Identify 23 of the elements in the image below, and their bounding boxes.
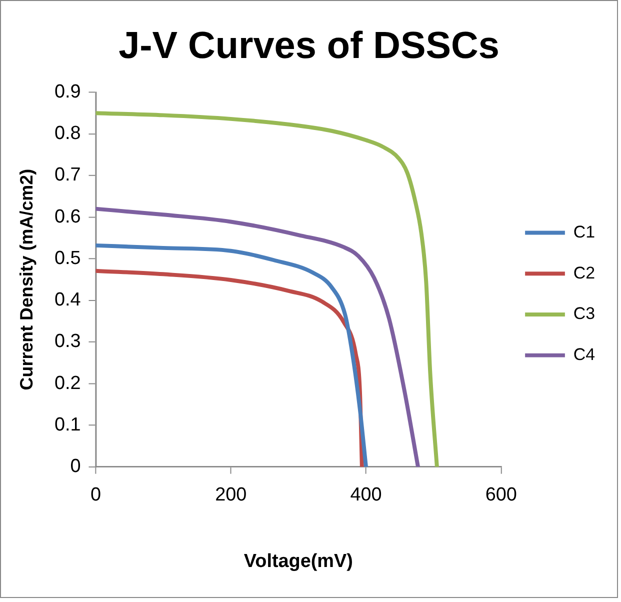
y-tick-label: 0.4 <box>54 290 81 311</box>
y-tick-label: 0 <box>70 456 81 478</box>
legend-label: C1 <box>573 222 596 242</box>
y-tick-label: 0.2 <box>54 372 81 394</box>
legend-label: C3 <box>573 304 596 324</box>
line-series <box>96 111 439 467</box>
line-series <box>96 206 420 467</box>
y-tick-label: 0.5 <box>54 248 81 269</box>
x-tick-label: 200 <box>215 484 247 506</box>
y-tick-label: 0.1 <box>54 414 81 436</box>
y-tick-label: 0.6 <box>54 206 81 228</box>
x-tick-label: 600 <box>485 484 517 506</box>
y-axis-title: Current Density (mA/cm2) <box>16 168 37 390</box>
y-tick-label: 0.3 <box>54 331 81 352</box>
y-tick-label: 0.8 <box>54 123 81 144</box>
legend-label: C4 <box>573 344 596 364</box>
x-axis-title: Voltage(mV) <box>244 550 353 572</box>
chart-title: J-V Curves of DSSCs <box>118 25 500 68</box>
y-tick-label: 0.7 <box>54 164 81 186</box>
legend-label: C2 <box>573 263 596 282</box>
y-tick-label: 0.9 <box>54 82 81 103</box>
x-tick-label: 0 <box>90 484 101 506</box>
x-tick-label: 400 <box>350 484 382 506</box>
